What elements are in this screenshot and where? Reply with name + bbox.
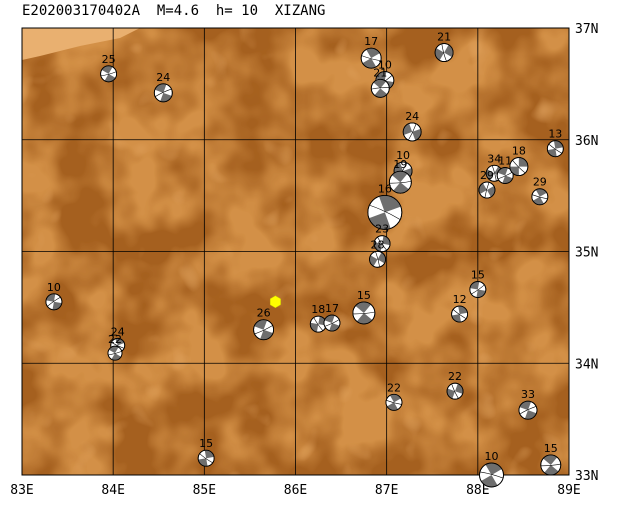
beachball[interactable] xyxy=(475,459,508,492)
beachball[interactable] xyxy=(152,81,175,104)
epicenter-hexagon-icon xyxy=(269,295,281,309)
depth-label: 22 xyxy=(108,333,122,346)
lat-tick-label: 33N xyxy=(575,469,598,484)
beachball[interactable] xyxy=(495,165,516,186)
depth-label: 11 xyxy=(498,155,512,168)
depth-label: 28 xyxy=(371,238,385,251)
beachball[interactable] xyxy=(445,381,466,402)
map-title: E202003170402A M=4.6 h= 10 XIZANG xyxy=(22,3,326,19)
depth-label: 26 xyxy=(257,307,271,320)
lat-tick-label: 34N xyxy=(575,357,598,372)
beachball[interactable] xyxy=(348,297,379,328)
beachball[interactable] xyxy=(529,186,551,208)
depth-label: 10 xyxy=(396,149,410,162)
lat-tick-label: 36N xyxy=(575,134,598,149)
beachball[interactable] xyxy=(363,191,407,235)
beachball[interactable] xyxy=(45,293,64,312)
depth-label: 24 xyxy=(405,110,419,123)
depth-label: 25 xyxy=(102,53,116,66)
beachball[interactable] xyxy=(373,234,392,253)
beachball[interactable] xyxy=(197,449,216,468)
depth-label: 22 xyxy=(387,381,401,394)
depth-label: 15 xyxy=(357,289,371,302)
lon-tick-label: 89E xyxy=(557,483,580,498)
beachball[interactable] xyxy=(469,280,488,299)
lat-tick-label: 37N xyxy=(575,22,598,37)
depth-label: 15 xyxy=(199,437,213,450)
depth-label: 10 xyxy=(485,450,499,463)
beachball[interactable] xyxy=(476,179,498,201)
lat-tick-label: 35N xyxy=(575,246,598,261)
depth-label: 13 xyxy=(548,128,562,141)
lon-tick-label: 88E xyxy=(466,483,489,498)
depth-label: 16 xyxy=(378,182,392,195)
map-grid xyxy=(22,28,569,475)
beachball[interactable] xyxy=(98,63,120,85)
beachball[interactable] xyxy=(358,45,385,72)
epicenter-marker xyxy=(269,295,281,309)
lon-tick-label: 84E xyxy=(101,483,124,498)
beachball[interactable] xyxy=(322,313,343,334)
depth-label: 21 xyxy=(373,66,387,79)
beachball[interactable] xyxy=(367,248,389,270)
terrain-northwest-highland xyxy=(22,28,140,60)
beachball[interactable] xyxy=(401,120,424,143)
beachball[interactable] xyxy=(105,344,124,363)
beachball[interactable] xyxy=(383,391,405,413)
depth-label: 29 xyxy=(533,176,547,189)
depth-label: 24 xyxy=(111,325,125,338)
depth-label: 12 xyxy=(453,293,467,306)
depth-label: 10 xyxy=(378,59,392,72)
depth-label: 29 xyxy=(480,169,494,182)
beachball[interactable] xyxy=(537,451,565,479)
map-frame xyxy=(21,27,570,476)
depth-label: 18 xyxy=(512,145,526,158)
lon-tick-label: 85E xyxy=(193,483,216,498)
lon-tick-label: 86E xyxy=(284,483,307,498)
depth-label: 17 xyxy=(325,302,339,315)
beachball[interactable] xyxy=(450,305,469,324)
depth-label: 34 xyxy=(487,152,501,165)
depth-label: 21 xyxy=(437,31,451,44)
depth-label: 19 xyxy=(393,158,407,171)
depth-label: 23 xyxy=(375,223,389,236)
depth-label: 10 xyxy=(47,281,61,294)
depth-label: 18 xyxy=(311,303,325,316)
beachball[interactable] xyxy=(368,76,393,101)
beachball[interactable] xyxy=(251,317,277,343)
depth-label: 17 xyxy=(364,35,378,48)
lon-tick-label: 87E xyxy=(375,483,398,498)
beachball[interactable] xyxy=(516,399,539,422)
depth-label: 15 xyxy=(544,442,558,455)
depth-label: 22 xyxy=(448,370,462,383)
beachball[interactable] xyxy=(385,167,416,198)
depth-label: 24 xyxy=(156,71,170,84)
beachball[interactable] xyxy=(432,40,457,65)
beachball[interactable] xyxy=(509,157,529,177)
depth-label: 33 xyxy=(521,388,535,401)
beachball[interactable] xyxy=(546,139,565,158)
lon-tick-label: 83E xyxy=(10,483,33,498)
depth-label: 15 xyxy=(471,268,485,281)
